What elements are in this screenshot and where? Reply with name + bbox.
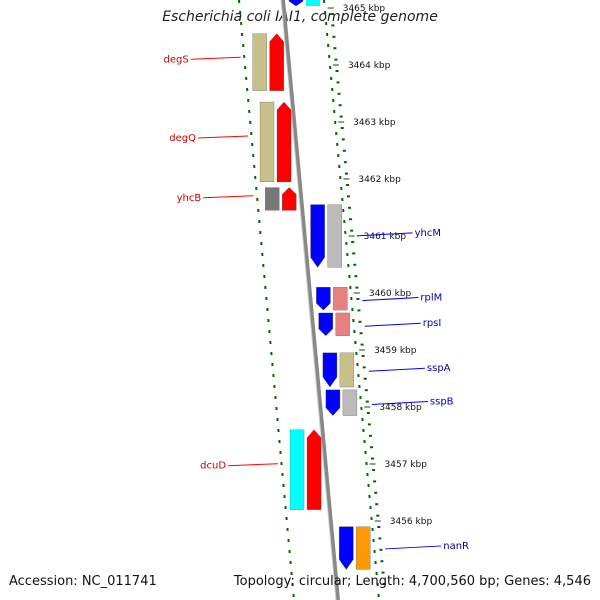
sspA-gene-arrow[interactable] bbox=[322, 352, 338, 388]
tick-label: 3465 kbp bbox=[343, 4, 386, 14]
gene-label[interactable]: dcuD bbox=[200, 461, 226, 472]
backbone-layer bbox=[238, 0, 380, 600]
tick-label: 3462 kbp bbox=[358, 175, 401, 185]
gene-label-leader bbox=[197, 135, 249, 139]
gene-label-leader bbox=[203, 195, 254, 199]
degQ-cog-box[interactable] bbox=[259, 101, 275, 183]
rpsI-cog-box[interactable] bbox=[335, 312, 350, 336]
yhcM-cog-box[interactable] bbox=[327, 204, 342, 268]
gene-label-leader bbox=[364, 322, 421, 327]
tick-label: 3458 kbp bbox=[379, 403, 422, 413]
gene-label[interactable]: yhcM bbox=[415, 228, 441, 239]
map-title: Escherichia coli IAI1, complete genome bbox=[162, 9, 438, 25]
genes-layer bbox=[252, 0, 371, 570]
gene-label[interactable]: rplM bbox=[420, 293, 442, 304]
yhcB-cog-box[interactable] bbox=[265, 187, 280, 211]
top-edge-gene-fragment[interactable] bbox=[288, 0, 304, 7]
sspB-gene-arrow[interactable] bbox=[325, 389, 341, 416]
gene-label-leader bbox=[228, 463, 279, 467]
gene-label-leader bbox=[385, 545, 442, 550]
tick-label: 3460 kbp bbox=[369, 289, 412, 299]
yhcM-gene-arrow[interactable] bbox=[310, 204, 325, 268]
gene-label[interactable]: degQ bbox=[169, 133, 196, 144]
degS-cog-box[interactable] bbox=[252, 33, 267, 91]
gene-label[interactable]: sspB bbox=[430, 396, 454, 407]
gene-label-leader bbox=[356, 232, 413, 237]
rplM-gene-arrow[interactable] bbox=[316, 287, 331, 311]
sspA-cog-box[interactable] bbox=[339, 352, 355, 388]
gene-label[interactable]: rpsI bbox=[423, 318, 442, 329]
dcuD-cog-box[interactable] bbox=[289, 429, 305, 510]
topology-text: Topology: circular; Length: 4,700,560 bp… bbox=[233, 574, 591, 589]
gene-label[interactable]: degS bbox=[163, 54, 188, 65]
nanR-cog-box[interactable] bbox=[356, 526, 371, 570]
gene-label[interactable]: nanR bbox=[443, 541, 469, 552]
rplM-cog-box[interactable] bbox=[333, 287, 348, 311]
top-edge-cog-fragment bbox=[306, 0, 320, 6]
gene-label-leader bbox=[362, 297, 419, 302]
backbone-highlight bbox=[280, 0, 337, 600]
tick-label: 3457 kbp bbox=[385, 460, 428, 470]
degQ-gene-arrow[interactable] bbox=[276, 101, 292, 182]
tick-label: 3456 kbp bbox=[390, 517, 433, 527]
gene-label-leader bbox=[371, 400, 428, 405]
tick-label: 3459 kbp bbox=[374, 346, 417, 356]
gene-label[interactable]: yhcB bbox=[177, 193, 202, 204]
degS-gene-arrow[interactable] bbox=[269, 33, 284, 91]
nanR-gene-arrow[interactable] bbox=[339, 526, 354, 570]
gene-label-leader bbox=[190, 56, 241, 60]
dcuD-gene-arrow[interactable] bbox=[306, 429, 322, 510]
sspB-cog-box[interactable] bbox=[342, 389, 358, 416]
labels-layer: degS degQ yhcB dcuD yhcM rplM rpsI sspA sspB nanR bbox=[163, 54, 469, 552]
tick-label: 3464 kbp bbox=[348, 61, 391, 71]
gene-label[interactable]: sspA bbox=[427, 363, 451, 374]
backbone-line bbox=[281, 0, 340, 600]
tick-label: 3463 kbp bbox=[353, 118, 396, 128]
gene-label-leader bbox=[368, 367, 425, 372]
tick-label: 3461 kbp bbox=[364, 232, 407, 242]
rpsI-gene-arrow[interactable] bbox=[318, 312, 333, 336]
ticks-layer: 3465 kbp 3464 kbp 3463 kbp 3462 kbp 3461 kbp… bbox=[327, 4, 433, 585]
accession-text: Accession: NC_011741 bbox=[9, 574, 157, 589]
yhcB-gene-arrow[interactable] bbox=[282, 187, 297, 211]
